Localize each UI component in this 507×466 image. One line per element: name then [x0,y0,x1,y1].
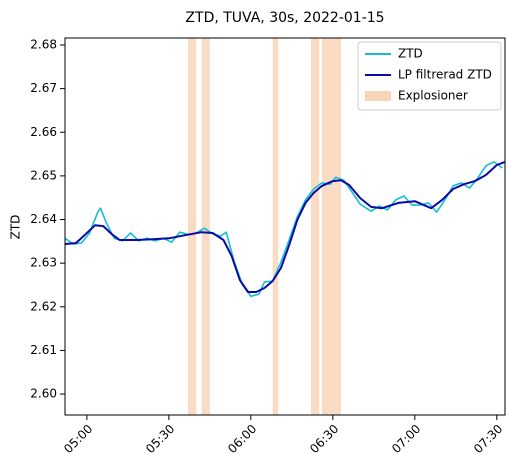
chart-title: ZTD, TUVA, 30s, 2022-01-15 [185,10,384,26]
y-tick-label: 2.67 [30,81,57,95]
legend-box [357,41,502,111]
x-tick-label: 06:00 [225,422,259,456]
legend-label: Explosioner [398,89,468,103]
explosion-span [321,38,342,415]
legend-label: LP filtrerad ZTD [398,68,492,82]
y-tick-label: 2.62 [30,299,57,313]
y-tick-label: 2.60 [30,387,57,401]
explosion-span [310,38,320,415]
plot-frame [64,37,506,416]
x-tick-label: 05:30 [143,422,177,456]
y-tick-label: 2.68 [30,37,57,51]
y-tick-label: 2.63 [30,256,57,270]
y-tick-label: 2.65 [30,168,57,182]
x-tick-label: 05:00 [61,422,95,456]
explosion-span [187,38,197,415]
y-tick-label: 2.61 [30,343,57,357]
x-tick-label: 07:30 [471,422,505,456]
legend-swatch [365,91,391,101]
explosion-span [272,38,279,415]
y-tick-label: 2.64 [30,212,57,226]
y-axis-label: ZTD [9,215,23,240]
explosion-span [201,38,210,415]
x-tick-label: 06:30 [307,422,341,456]
y-tick-label: 2.66 [30,125,57,139]
legend-label: ZTD [398,47,423,61]
series-line [65,161,503,298]
series-line [65,160,505,293]
x-tick-label: 07:00 [389,422,423,456]
